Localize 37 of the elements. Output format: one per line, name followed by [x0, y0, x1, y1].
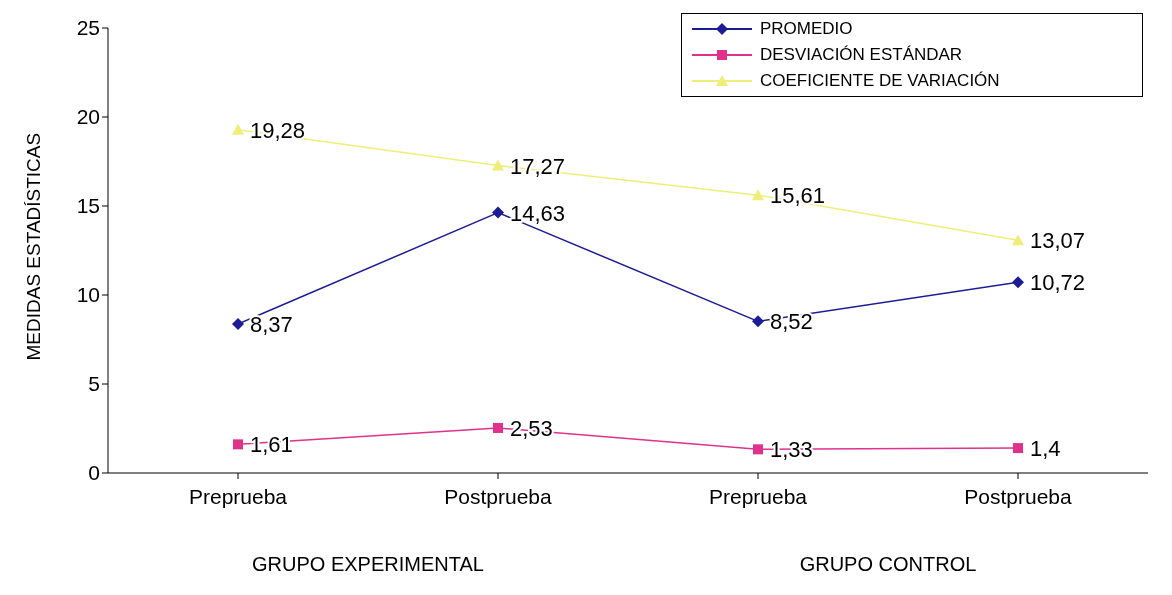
point — [753, 444, 763, 455]
point — [232, 123, 244, 135]
x-tick-label: Preprueba — [188, 484, 288, 508]
point — [1013, 443, 1023, 454]
y-tick-label: 0 — [88, 461, 100, 485]
x-tick-label: Postprueba — [444, 484, 553, 508]
data-label: 19,28 — [250, 117, 306, 143]
legend-label: PROMEDIO — [760, 18, 853, 40]
point — [1012, 234, 1024, 246]
y-tick-label: 25 — [76, 16, 100, 40]
x-tick-label: Postprueba — [964, 484, 1073, 508]
y-tick-label: 20 — [76, 105, 100, 129]
point — [752, 315, 764, 328]
data-label: 15,61 — [770, 183, 826, 209]
data-label: 1,4 — [1030, 436, 1061, 462]
data-label: 8,52 — [770, 309, 813, 335]
point — [492, 159, 504, 171]
point — [492, 206, 504, 219]
data-label: 13,07 — [1030, 228, 1086, 254]
point — [1012, 276, 1024, 289]
legend-label: COEFICIENTE DE VARIACIÓN — [760, 70, 1000, 92]
data-label: 10,72 — [1030, 270, 1086, 296]
text: GRUPO EXPERIMENTAL — [252, 553, 484, 576]
y-tick-label: 15 — [76, 194, 100, 218]
point — [233, 439, 243, 450]
point — [232, 318, 244, 331]
point — [752, 189, 764, 201]
x-tick-label: Preprueba — [708, 484, 808, 508]
legend-label: DESVIACIÓN ESTÁNDAR — [760, 44, 963, 66]
data-label: 14,63 — [510, 200, 566, 226]
point — [493, 422, 503, 433]
y-tick-label: 5 — [88, 372, 100, 396]
y-tick-label: 10 — [76, 283, 100, 307]
data-label: 17,27 — [510, 153, 566, 179]
data-label: 8,37 — [250, 312, 293, 338]
text: GRUPO CONTROL — [799, 553, 977, 576]
y-axis-title: MEDIDAS ESTADÍSTICAS — [22, 132, 44, 361]
